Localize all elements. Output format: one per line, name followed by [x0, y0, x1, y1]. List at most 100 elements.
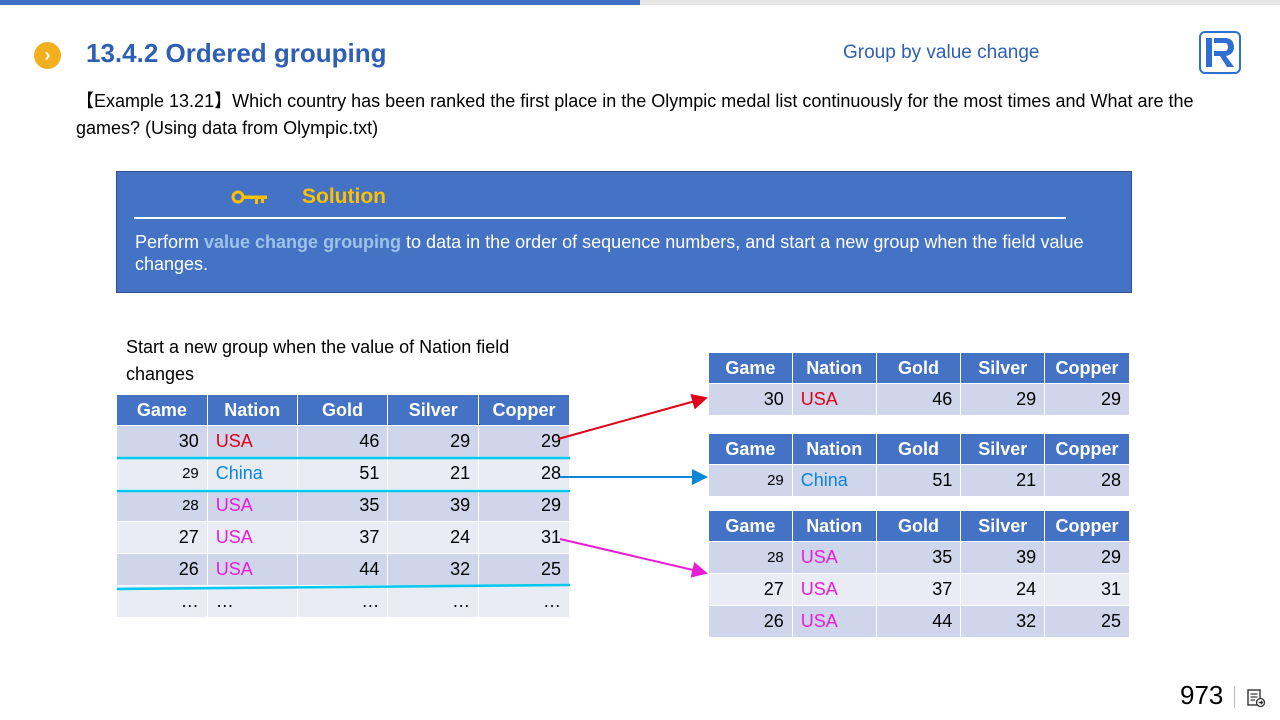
solution-divider [134, 217, 1066, 219]
top-progress-track [640, 0, 1280, 5]
table-row: 27 USA 37 24 31 [116, 521, 570, 554]
cell-nation: USA [206, 489, 298, 522]
cell-gold: 35 [875, 541, 962, 574]
solution-text: Perform value change grouping to data in… [135, 231, 1115, 275]
header-nation: Nation [791, 433, 877, 465]
cell-silver: 24 [960, 573, 1046, 606]
table-row: 29 China 51 21 28 [708, 464, 1130, 497]
header-copper: Copper [478, 394, 570, 426]
header-gold: Gold [296, 394, 389, 426]
header-silver: Silver [387, 394, 480, 426]
header-gold: Gold [875, 352, 962, 384]
solution-box: Solution Perform value change grouping t… [116, 171, 1132, 293]
cell-copper: … [478, 585, 570, 618]
cell-gold: 46 [296, 425, 389, 458]
cell-game: 29 [116, 457, 208, 490]
cell-gold: … [296, 585, 389, 618]
table-row: 30 USA 46 29 29 [708, 383, 1130, 416]
solution-text-before: Perform [135, 232, 205, 252]
cell-silver: 39 [387, 489, 480, 522]
table-row: 26 USA 44 32 25 [708, 605, 1130, 638]
solution-title: Solution [302, 185, 386, 208]
source-table: Game Nation Gold Silver Copper 30 USA 46… [116, 394, 570, 618]
header-copper: Copper [1044, 352, 1130, 384]
cell-silver: 24 [387, 521, 480, 554]
table-row: 30 USA 46 29 29 [116, 425, 570, 458]
cell-nation: USA [206, 553, 298, 586]
header-nation: Nation [206, 394, 298, 426]
cell-gold: 37 [296, 521, 389, 554]
arrow-to-group3 [559, 538, 708, 578]
cell-silver: … [387, 585, 480, 618]
solution-text-after: to data in the order of sequence numbers… [135, 232, 1084, 274]
cell-copper: 29 [1044, 383, 1130, 416]
header-gold: Gold [875, 510, 962, 542]
slide-notes-icon[interactable] [1246, 688, 1266, 708]
header-game: Game [708, 352, 793, 384]
footer-divider [1234, 686, 1235, 708]
cell-game: 27 [708, 573, 793, 606]
header-game: Game [708, 433, 793, 465]
cell-nation: USA [206, 521, 298, 554]
cell-copper: 25 [478, 553, 570, 586]
cell-gold: 37 [875, 573, 962, 606]
cell-game: 26 [116, 553, 208, 586]
group2-table: Game Nation Gold Silver Copper 29 China … [708, 433, 1130, 497]
header-copper: Copper [1044, 433, 1130, 465]
cell-nation: China [791, 464, 877, 497]
cell-silver: 29 [960, 383, 1046, 416]
cell-gold: 46 [875, 383, 962, 416]
cell-nation: USA [791, 573, 877, 606]
cell-game: 27 [116, 521, 208, 554]
cell-game: 30 [116, 425, 208, 458]
header-silver: Silver [960, 352, 1046, 384]
example-text: 【Example 13.21】Which country has been ra… [76, 91, 1194, 138]
cell-game: 28 [116, 489, 208, 522]
cell-gold: 35 [296, 489, 389, 522]
cell-nation: USA [791, 383, 877, 416]
header-game: Game [708, 510, 793, 542]
header-gold: Gold [875, 433, 962, 465]
group3-table: Game Nation Gold Silver Copper 28 USA 35… [708, 510, 1130, 638]
cell-copper: 28 [478, 457, 570, 490]
cell-gold: 44 [875, 605, 962, 638]
header-silver: Silver [960, 510, 1046, 542]
group1-table: Game Nation Gold Silver Copper 30 USA 46… [708, 352, 1130, 416]
cell-gold: 51 [296, 457, 389, 490]
cell-gold: 44 [296, 553, 389, 586]
table-caption: Start a new group when the value of Nati… [126, 337, 510, 384]
r-logo-icon [1199, 31, 1241, 74]
page-subtitle: Group by value change [843, 42, 1040, 63]
cell-silver: 21 [387, 457, 480, 490]
header-nation: Nation [791, 510, 877, 542]
cell-copper: 28 [1044, 464, 1130, 497]
cell-nation: China [206, 457, 298, 490]
key-icon [231, 190, 267, 204]
table-row: 29 China 51 21 28 [116, 457, 570, 490]
cell-copper: 25 [1044, 605, 1130, 638]
header-silver: Silver [960, 433, 1046, 465]
cell-copper: 29 [478, 489, 570, 522]
header-game: Game [116, 394, 208, 426]
cell-silver: 32 [387, 553, 480, 586]
cell-nation: … [206, 585, 298, 618]
cell-nation: USA [791, 541, 877, 574]
header-nation: Nation [791, 352, 877, 384]
cell-nation: USA [791, 605, 877, 638]
solution-text-highlight: value change grouping [204, 232, 402, 252]
arrow-to-group1 [557, 394, 708, 440]
cell-game: 28 [708, 541, 793, 574]
table-row: 28 USA 35 39 29 [116, 489, 570, 522]
cell-silver: 32 [960, 605, 1046, 638]
table-row: 27 USA 37 24 31 [708, 573, 1130, 606]
cell-gold: 51 [875, 464, 962, 497]
table-row: … … … … … [116, 585, 570, 618]
header-copper: Copper [1044, 510, 1130, 542]
table-row: 28 USA 35 39 29 [708, 541, 1130, 574]
cell-game: 30 [708, 383, 793, 416]
cell-copper: 29 [478, 425, 570, 458]
table-row: 26 USA 44 32 25 [116, 553, 570, 586]
cell-copper: 29 [1044, 541, 1130, 574]
cell-game: 26 [708, 605, 793, 638]
page-number: 973 [1180, 680, 1224, 710]
